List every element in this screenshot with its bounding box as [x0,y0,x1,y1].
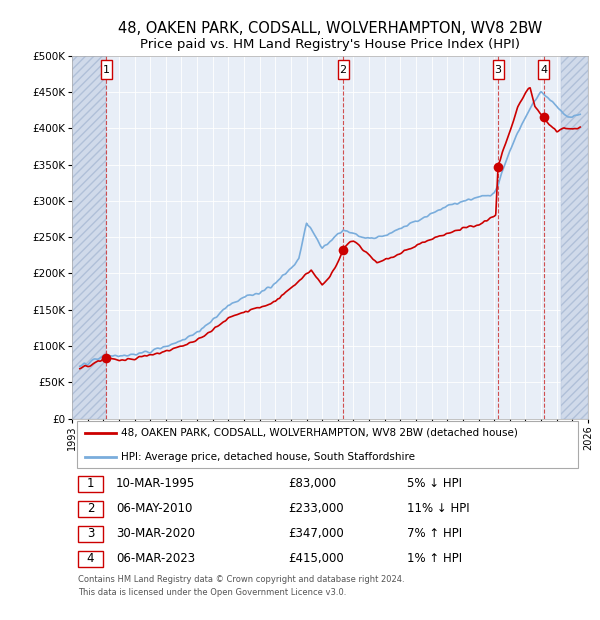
Text: 3: 3 [87,527,94,540]
Text: 2: 2 [340,64,347,74]
Text: 1% ↑ HPI: 1% ↑ HPI [407,552,463,565]
Text: 4: 4 [541,64,547,74]
FancyBboxPatch shape [78,551,103,567]
Text: 4: 4 [87,552,94,565]
Text: £233,000: £233,000 [289,502,344,515]
FancyBboxPatch shape [78,526,103,542]
Text: 06-MAR-2023: 06-MAR-2023 [116,552,195,565]
Text: 11% ↓ HPI: 11% ↓ HPI [407,502,470,515]
FancyBboxPatch shape [338,60,349,79]
Text: Price paid vs. HM Land Registry's House Price Index (HPI): Price paid vs. HM Land Registry's House … [140,38,520,51]
Text: 1: 1 [103,64,110,74]
Bar [562,56,588,419]
Text: 3: 3 [494,64,502,74]
Text: Contains HM Land Registry data © Crown copyright and database right 2024.: Contains HM Land Registry data © Crown c… [78,575,405,584]
Text: 06-MAY-2010: 06-MAY-2010 [116,502,192,515]
FancyBboxPatch shape [101,60,112,79]
Text: 2: 2 [87,502,94,515]
Text: 5% ↓ HPI: 5% ↓ HPI [407,477,463,490]
Text: 48, OAKEN PARK, CODSALL, WOLVERHAMPTON, WV8 2BW (detached house): 48, OAKEN PARK, CODSALL, WOLVERHAMPTON, … [121,428,518,438]
Text: £347,000: £347,000 [289,527,344,540]
Text: This data is licensed under the Open Government Licence v3.0.: This data is licensed under the Open Gov… [78,588,347,597]
Text: £83,000: £83,000 [289,477,337,490]
Text: £415,000: £415,000 [289,552,344,565]
FancyBboxPatch shape [77,421,578,469]
Text: 7% ↑ HPI: 7% ↑ HPI [407,527,463,540]
Text: 48, OAKEN PARK, CODSALL, WOLVERHAMPTON, WV8 2BW: 48, OAKEN PARK, CODSALL, WOLVERHAMPTON, … [118,21,542,36]
Text: 10-MAR-1995: 10-MAR-1995 [116,477,195,490]
FancyBboxPatch shape [538,60,550,79]
Bar [72,56,106,419]
FancyBboxPatch shape [78,501,103,516]
FancyBboxPatch shape [78,476,103,492]
Text: 1: 1 [87,477,94,490]
Text: 30-MAR-2020: 30-MAR-2020 [116,527,195,540]
FancyBboxPatch shape [493,60,503,79]
Text: HPI: Average price, detached house, South Staffordshire: HPI: Average price, detached house, Sout… [121,452,415,462]
